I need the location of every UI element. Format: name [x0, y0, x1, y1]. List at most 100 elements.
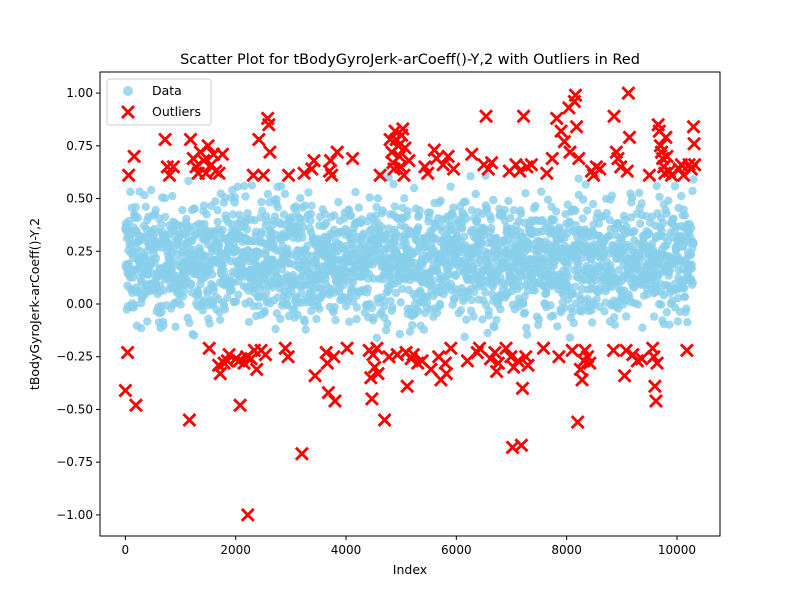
- data-point: [386, 296, 395, 306]
- outlier-point: [251, 132, 266, 147]
- data-point: [395, 329, 404, 339]
- outlier-point: [281, 168, 296, 183]
- data-point: [489, 195, 498, 205]
- outlier-point: [120, 345, 135, 360]
- outlier-point: [406, 347, 421, 362]
- outlier-point: [446, 162, 461, 176]
- data-point: [405, 327, 415, 336]
- outlier-point: [512, 164, 527, 179]
- outlier-point: [424, 362, 438, 377]
- data-point: [304, 188, 313, 197]
- data-point: [345, 317, 354, 326]
- data-point: [560, 303, 569, 312]
- data-point: [688, 186, 697, 196]
- data-point: [659, 218, 668, 228]
- outlier-point: [551, 349, 566, 364]
- data-point: [605, 215, 614, 225]
- outlier-point: [262, 145, 277, 160]
- data-point: [151, 205, 160, 214]
- outlier-point: [687, 136, 702, 151]
- data-point: [171, 322, 180, 331]
- data-point: [448, 210, 457, 220]
- outlier-point: [246, 168, 261, 183]
- outlier-point: [521, 358, 535, 373]
- data-point: [466, 171, 475, 181]
- data-point: [307, 201, 316, 210]
- data-point: [571, 282, 580, 291]
- data-point: [534, 315, 544, 324]
- data-point: [306, 216, 315, 225]
- data-point: [377, 222, 386, 231]
- outlier-point: [503, 349, 518, 364]
- data-point: [487, 223, 496, 233]
- outlier-point: [464, 147, 479, 162]
- data-point: [296, 194, 305, 203]
- data-point: [157, 220, 166, 229]
- outlier-point: [443, 341, 458, 356]
- data-point: [254, 301, 263, 311]
- data-point: [233, 182, 242, 191]
- data-point: [425, 208, 435, 217]
- data-point: [354, 203, 364, 212]
- data-point: [504, 196, 513, 206]
- outlier-point: [281, 349, 296, 364]
- outlier-point: [557, 134, 572, 149]
- data-point: [461, 197, 470, 206]
- data-point: [462, 214, 471, 223]
- data-point: [614, 265, 623, 275]
- data-point: [307, 306, 316, 316]
- data-point: [365, 193, 374, 202]
- data-point: [203, 289, 212, 298]
- outlier-point: [565, 343, 580, 358]
- outlier-point: [183, 132, 198, 147]
- data-point: [262, 216, 271, 225]
- data-point: [656, 300, 666, 309]
- data-point: [211, 197, 220, 206]
- outlier-point: [634, 351, 649, 366]
- data-point: [330, 302, 339, 312]
- data-point: [673, 317, 682, 326]
- data-point: [241, 192, 250, 201]
- data-point: [230, 193, 240, 202]
- data-point: [414, 223, 423, 232]
- outlier-point: [499, 341, 513, 356]
- data-point: [478, 315, 487, 324]
- data-point: [240, 181, 249, 191]
- data-point: [208, 270, 217, 279]
- outlier-point: [256, 168, 271, 183]
- data-point: [607, 191, 617, 200]
- outlier-point: [524, 157, 539, 172]
- data-point: [496, 304, 505, 314]
- data-point: [141, 202, 150, 211]
- data-point: [300, 317, 310, 326]
- outlier-point: [441, 149, 456, 164]
- data-point: [234, 290, 243, 299]
- outlier-point: [568, 88, 583, 103]
- data-point: [389, 180, 398, 189]
- data-point: [157, 307, 166, 317]
- data-point: [594, 219, 604, 228]
- data-point: [151, 253, 161, 263]
- data-point: [295, 214, 305, 223]
- data-point: [379, 302, 389, 311]
- data-point: [689, 239, 698, 248]
- data-point: [522, 323, 531, 332]
- data-point: [263, 189, 272, 199]
- data-point: [622, 312, 631, 321]
- data-point: [372, 333, 381, 342]
- data-point: [568, 307, 577, 317]
- outlier-point: [417, 159, 432, 174]
- data-point: [276, 182, 286, 191]
- data-point: [490, 323, 499, 332]
- data-point: [638, 323, 647, 332]
- outlier-point: [606, 343, 621, 358]
- outlier-point: [647, 379, 662, 394]
- data-point: [232, 246, 242, 255]
- data-point: [257, 197, 266, 207]
- data-point: [391, 288, 401, 298]
- data-point: [209, 286, 218, 295]
- data-point: [228, 210, 238, 219]
- data-point: [223, 293, 232, 302]
- data-point: [677, 191, 686, 201]
- outlier-point: [571, 151, 586, 166]
